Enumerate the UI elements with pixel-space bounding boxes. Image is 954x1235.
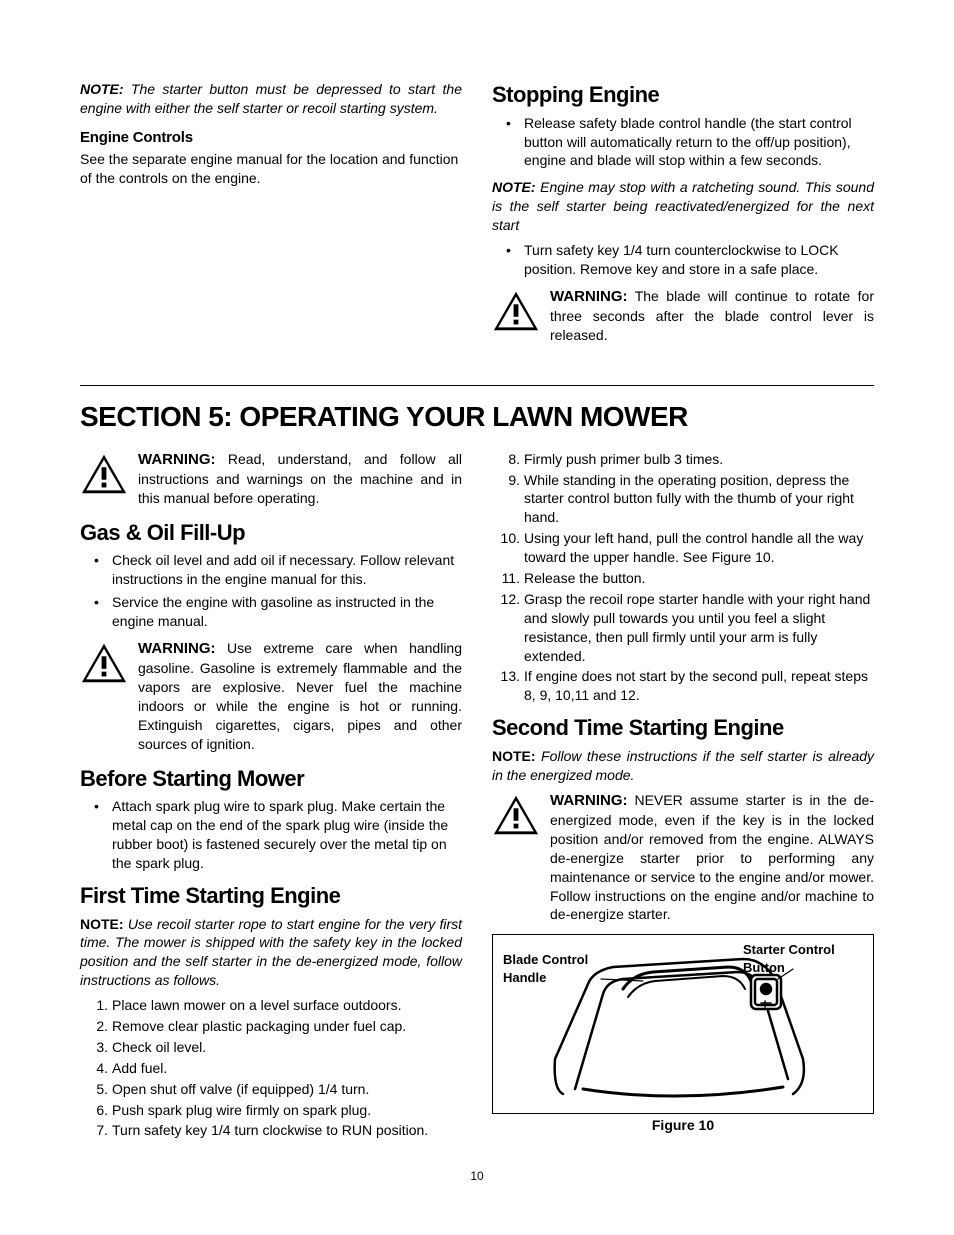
- figure-10-box: Blade Control Handle Starter Control But…: [492, 934, 874, 1114]
- note-text: Follow these instructions if the self st…: [492, 748, 874, 783]
- section-5-title: SECTION 5: OPERATING YOUR LAWN MOWER: [80, 398, 874, 436]
- note-label: NOTE:: [80, 916, 124, 932]
- warning-blade: WARNING: The blade will continue to rota…: [492, 287, 874, 345]
- top-right-col: Stopping Engine Release safety blade con…: [492, 80, 874, 355]
- warning-label: WARNING:: [550, 288, 628, 305]
- first-steps-list: Place lawn mower on a level surface outd…: [80, 996, 462, 1140]
- bullet-item: Check oil level and add oil if necessary…: [80, 551, 462, 589]
- before-bullets: Attach spark plug wire to spark plug. Ma…: [80, 797, 462, 873]
- stopping-engine-heading: Stopping Engine: [492, 80, 874, 110]
- warning-never: WARNING: NEVER assume starter is in the …: [492, 791, 874, 925]
- section-5-columns: WARNING: Read, understand, and follow al…: [80, 444, 874, 1149]
- before-starting-heading: Before Starting Mower: [80, 764, 462, 794]
- numbered-step: Remove clear plastic packaging under fue…: [80, 1017, 462, 1036]
- figure-caption: Figure 10: [492, 1116, 874, 1135]
- numbered-step: Firmly push primer bulb 3 times.: [492, 450, 874, 469]
- first-note: NOTE: Use recoil starter rope to start e…: [80, 915, 462, 991]
- numbered-step: Check oil level.: [80, 1038, 462, 1057]
- warning-text: WARNING: NEVER assume starter is in the …: [550, 791, 874, 925]
- note-label: NOTE:: [492, 179, 536, 195]
- numbered-step: Using your left hand, pull the control h…: [492, 529, 874, 567]
- page-number: 10: [80, 1168, 874, 1184]
- warning-triangle-icon: [492, 793, 540, 837]
- note-text: Engine may stop with a ratcheting sound.…: [492, 179, 874, 233]
- note-text: Use recoil starter rope to start engine …: [80, 916, 462, 989]
- stopping-note: NOTE: Engine may stop with a ratcheting …: [492, 178, 874, 235]
- section-left-col: WARNING: Read, understand, and follow al…: [80, 444, 462, 1149]
- note-text: The starter button must be depressed to …: [80, 81, 462, 116]
- warning-gasoline: WARNING: Use extreme care when handling …: [80, 639, 462, 754]
- warning-label: WARNING:: [550, 792, 628, 809]
- warning-label: WARNING:: [138, 640, 216, 657]
- numbered-step: Add fuel.: [80, 1059, 462, 1078]
- top-left-col: NOTE: The starter button must be depress…: [80, 80, 462, 355]
- stopping-bullets-1: Release safety blade control handle (the…: [492, 114, 874, 171]
- stopping-bullet: Turn safety key 1/4 turn counterclockwis…: [492, 241, 874, 279]
- warning-text: WARNING: Read, understand, and follow al…: [138, 450, 462, 508]
- starter-note: NOTE: The starter button must be depress…: [80, 80, 462, 118]
- engine-controls-heading: Engine Controls: [80, 128, 462, 148]
- mower-handle-illustration: [493, 935, 873, 1113]
- second-time-heading: Second Time Starting Engine: [492, 713, 874, 743]
- gas-oil-bullets: Check oil level and add oil if necessary…: [80, 551, 462, 631]
- warning-text: WARNING: Use extreme care when handling …: [138, 639, 462, 754]
- warning-triangle-icon: [80, 452, 128, 496]
- first-steps-cont-list: Firmly push primer bulb 3 times. While st…: [492, 450, 874, 706]
- gas-oil-heading: Gas & Oil Fill-Up: [80, 518, 462, 548]
- stopping-bullets-2: Turn safety key 1/4 turn counterclockwis…: [492, 241, 874, 279]
- warning-text: WARNING: The blade will continue to rota…: [550, 287, 874, 345]
- warning-label: WARNING:: [138, 451, 216, 468]
- bullet-item: Attach spark plug wire to spark plug. Ma…: [80, 797, 462, 873]
- section-divider: [80, 385, 874, 386]
- numbered-step: Open shut off valve (if equipped) 1/4 tu…: [80, 1080, 462, 1099]
- note-label: NOTE:: [492, 748, 536, 764]
- second-note: NOTE: Follow these instructions if the s…: [492, 747, 874, 785]
- numbered-step: If engine does not start by the second p…: [492, 667, 874, 705]
- numbered-step: Turn safety key 1/4 turn clockwise to RU…: [80, 1121, 462, 1140]
- numbered-step: Grasp the recoil rope starter handle wit…: [492, 590, 874, 666]
- note-label: NOTE:: [80, 81, 124, 97]
- warning-body: NEVER assume starter is in the de-energi…: [550, 792, 874, 923]
- bullet-item: Service the engine with gasoline as inst…: [80, 593, 462, 631]
- warning-read: WARNING: Read, understand, and follow al…: [80, 450, 462, 508]
- stopping-bullet: Release safety blade control handle (the…: [492, 114, 874, 171]
- first-time-heading: First Time Starting Engine: [80, 881, 462, 911]
- numbered-step: Push spark plug wire firmly on spark plu…: [80, 1101, 462, 1120]
- numbered-step: Place lawn mower on a level surface outd…: [80, 996, 462, 1015]
- warning-triangle-icon: [80, 641, 128, 685]
- numbered-step: Release the button.: [492, 569, 874, 588]
- section-right-col: Firmly push primer bulb 3 times. While st…: [492, 444, 874, 1149]
- top-region: NOTE: The starter button must be depress…: [80, 80, 874, 355]
- warning-triangle-icon: [492, 289, 540, 333]
- numbered-step: While standing in the operating position…: [492, 471, 874, 528]
- engine-controls-text: See the separate engine manual for the l…: [80, 150, 462, 188]
